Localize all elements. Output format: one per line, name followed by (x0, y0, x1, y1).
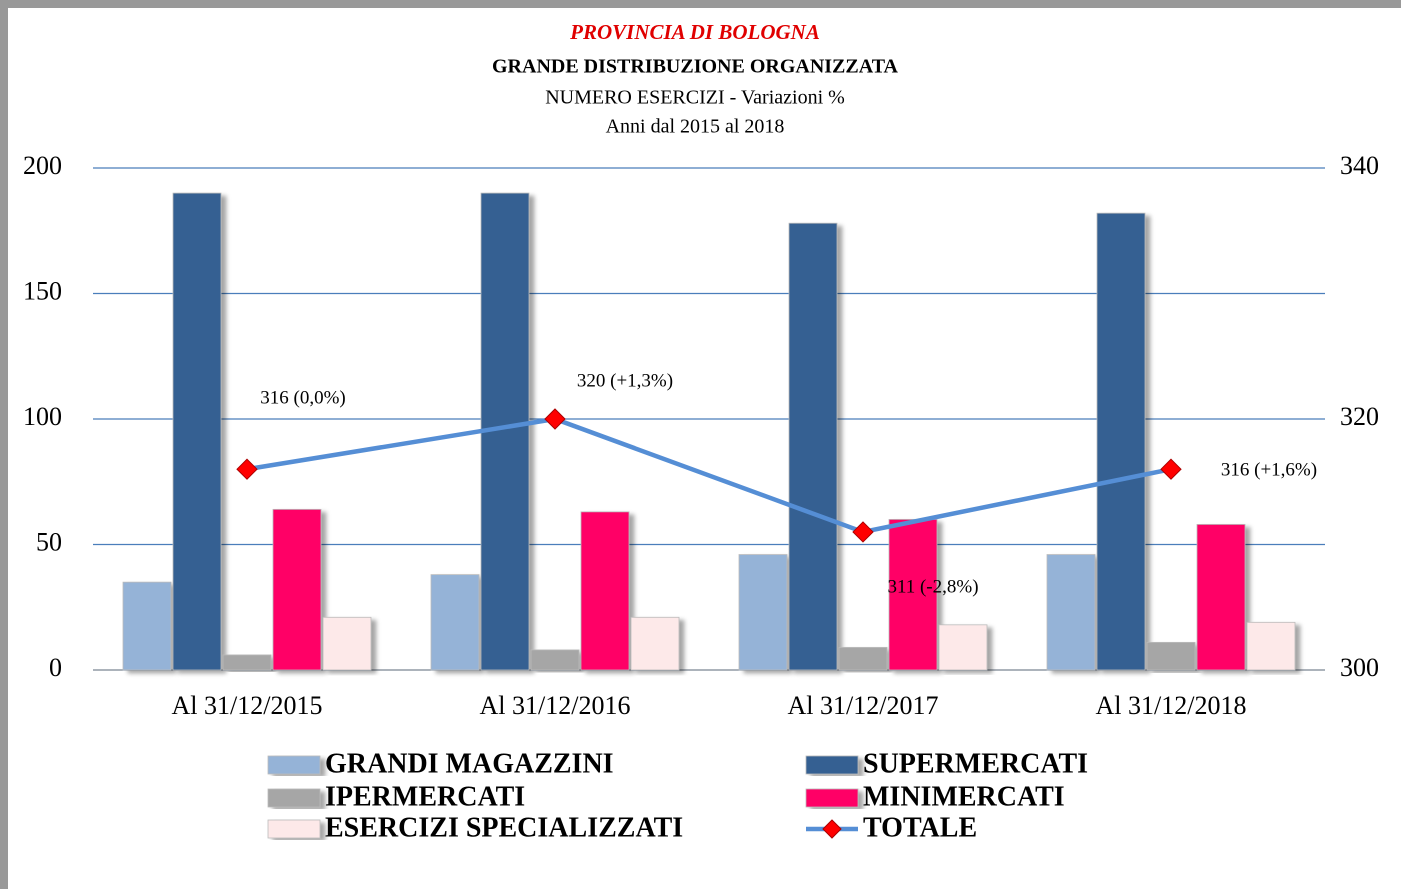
x-tick-label: Al 31/12/2017 (788, 691, 939, 720)
data-label: 316 (0,0%) (260, 388, 345, 409)
bar (322, 616, 372, 671)
bar (580, 511, 630, 671)
bar (838, 647, 888, 671)
bar (430, 574, 480, 671)
y2-tick-label: 340 (1340, 151, 1379, 180)
chart-subtitle: Anni dal 2015 al 2018 (606, 116, 785, 138)
bar (530, 649, 580, 671)
y2-tick-label: 320 (1340, 402, 1379, 431)
legend-label: SUPERMERCATI (863, 748, 1088, 779)
line (246, 416, 1172, 535)
y2-tick-label: 300 (1340, 653, 1379, 682)
bar (1096, 212, 1146, 671)
bar (630, 616, 680, 671)
bar (222, 654, 272, 671)
y-tick-label: 200 (23, 151, 62, 180)
bar (938, 624, 988, 671)
y-tick-label: 100 (23, 402, 62, 431)
x-tick-label: Al 31/12/2016 (480, 691, 631, 720)
legend-swatch (267, 788, 321, 808)
bar (738, 554, 788, 671)
chart-subtitle: NUMERO ESERCIZI - Variazioni % (545, 87, 845, 109)
bar (1146, 641, 1196, 671)
legend-label: MINIMERCATI (863, 781, 1065, 812)
y-tick-label: 150 (23, 276, 62, 305)
bar (1196, 524, 1246, 671)
legend-label: GRANDI MAGAZZINI (325, 748, 614, 779)
legend-swatch (805, 755, 859, 775)
legend-label: IPERMERCATI (325, 781, 525, 812)
x-tick-label: Al 31/12/2018 (1096, 691, 1247, 720)
x-tick-label: Al 31/12/2015 (172, 691, 323, 720)
bar (272, 508, 322, 671)
bar (122, 581, 172, 671)
data-label: 316 (+1,6%) (1221, 460, 1317, 481)
chart-subtitle: GRANDE DISTRIBUZIONE ORGANIZZATA (492, 56, 899, 78)
y-tick-label: 0 (49, 653, 62, 682)
data-label: 311 (-2,8%) (887, 576, 978, 597)
legend-label: TOTALE (863, 812, 977, 843)
legend-swatch (805, 788, 859, 808)
y-tick-label: 50 (36, 527, 62, 556)
legend-swatch (267, 755, 321, 775)
chart-title: PROVINCIA DI BOLOGNA (569, 20, 820, 44)
bar (788, 222, 838, 671)
marker (236, 458, 258, 480)
bar (1046, 554, 1096, 671)
marker (1160, 458, 1182, 480)
legend-marker (822, 819, 842, 839)
marker (544, 408, 566, 430)
marker (852, 521, 874, 543)
legend-label: ESERCIZI SPECIALIZZATI (325, 812, 683, 843)
data-label: 320 (+1,3%) (577, 370, 673, 391)
bar (172, 192, 222, 671)
legend-swatch (267, 819, 321, 839)
bar (1246, 621, 1296, 671)
bar (888, 519, 938, 671)
